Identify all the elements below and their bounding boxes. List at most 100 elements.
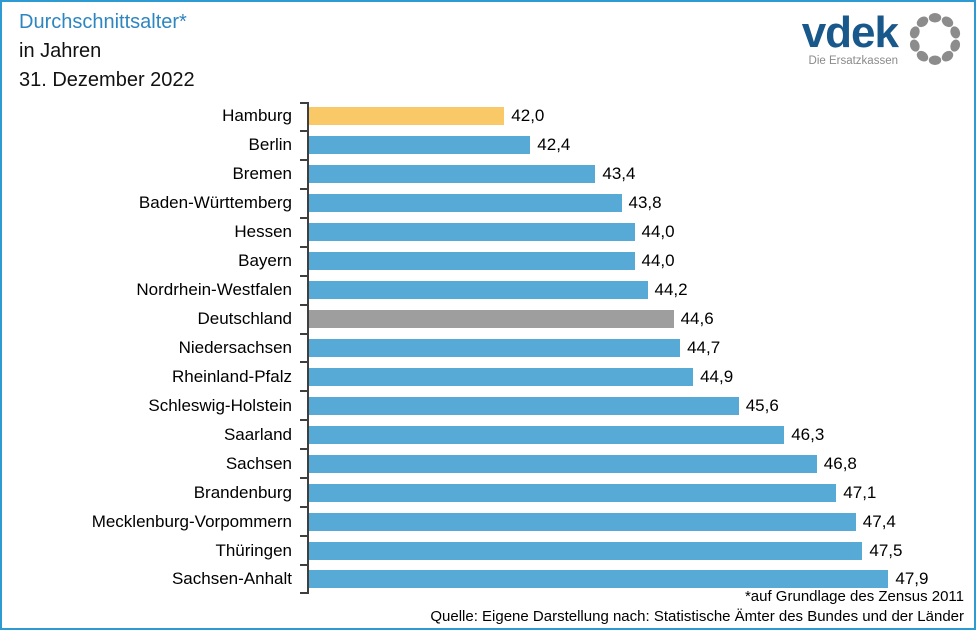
axis-tick <box>300 448 307 451</box>
axis-tick <box>300 216 307 219</box>
ring-dot <box>950 26 961 39</box>
category-axis-line <box>307 102 309 594</box>
footnote: *auf Grundlage des Zensus 2011 <box>744 588 964 605</box>
axis-tick <box>300 477 307 480</box>
bar <box>309 483 837 502</box>
bar-row: Mecklenburg-Vorpommern 47,4 <box>2 507 974 536</box>
bar-row: Nordrhein-Westfalen 44,2 <box>2 276 974 305</box>
ring-dot <box>916 16 929 28</box>
value-label: 43,8 <box>628 193 662 213</box>
bar <box>309 194 622 213</box>
bar-row: Thüringen 47,5 <box>2 536 974 565</box>
value-label: 47,1 <box>843 482 877 502</box>
bar-row: Schleswig-Holstein 45,6 <box>2 391 974 420</box>
source-note: Quelle: Eigene Darstellung nach: Statist… <box>430 607 964 625</box>
bar-row: Sachsen 46,8 <box>2 449 974 478</box>
vdek-ring-icon <box>909 12 961 66</box>
bar <box>309 252 635 271</box>
title-block: Durchschnittsalter* in Jahren 31. Dezemb… <box>19 8 195 95</box>
bar-zone: 44,2 <box>309 280 974 300</box>
bar-row: Deutschland 44,6 <box>2 305 974 334</box>
ring-dot <box>916 50 929 62</box>
axis-tick <box>300 158 307 161</box>
bar-zone: 46,3 <box>309 425 974 445</box>
bar-zone: 44,6 <box>309 309 974 329</box>
ring-dot <box>950 39 961 52</box>
bar-zone: 43,8 <box>309 193 974 213</box>
bar-zone: 44,0 <box>309 251 974 271</box>
category-label: Mecklenburg-Vorpommern <box>91 511 292 531</box>
bar-zone: 44,9 <box>309 367 974 387</box>
chart-rows: Hamburg 42,0 Berlin 42,4 Bremen 43,4 Baden-Wür… <box>2 102 974 594</box>
ring-dot <box>928 12 942 23</box>
bar <box>309 281 648 300</box>
bar-row: Saarland 46,3 <box>2 420 974 449</box>
category-label: Deutschland <box>197 309 292 329</box>
ring-dot <box>941 50 954 62</box>
axis-tick <box>300 564 307 567</box>
bar-row: Hamburg 42,0 <box>2 102 974 131</box>
axis-tick <box>300 245 307 248</box>
bar <box>309 310 674 329</box>
bar <box>309 165 596 184</box>
category-label: Sachsen-Anhalt <box>171 569 292 589</box>
bar <box>309 367 694 386</box>
axis-tick <box>300 361 307 364</box>
category-label: Schleswig-Holstein <box>148 395 292 415</box>
bar <box>309 338 681 357</box>
axis-tick <box>300 129 307 132</box>
axis-tick <box>300 332 307 335</box>
axis-tick <box>300 102 307 104</box>
bar-zone: 44,0 <box>309 222 974 242</box>
ring-dot <box>941 16 954 28</box>
bar-zone: 47,4 <box>309 512 974 532</box>
vdek-tagline: Die Ersatzkassen <box>808 55 898 67</box>
chart-subtitle-date: 31. Dezember 2022 <box>19 69 195 91</box>
chart-title: Durchschnittsalter* <box>19 11 187 33</box>
bar-row: Rheinland-Pfalz 44,9 <box>2 362 974 391</box>
value-label: 44,9 <box>700 366 734 386</box>
value-label: 47,9 <box>895 569 929 589</box>
axis-tick <box>300 390 307 393</box>
bar-row: Baden-Württemberg 43,8 <box>2 189 974 218</box>
category-label: Berlin <box>248 135 292 155</box>
axis-tick <box>300 506 307 509</box>
category-label: Niedersachsen <box>178 337 292 357</box>
bar-zone: 44,7 <box>309 338 974 358</box>
bar-zone: 42,0 <box>309 106 974 126</box>
axis-tick <box>300 303 307 306</box>
value-label: 43,4 <box>602 164 636 184</box>
category-label: Thüringen <box>215 540 292 560</box>
value-label: 44,2 <box>654 280 688 300</box>
bar <box>309 425 785 444</box>
value-label: 44,0 <box>641 222 675 242</box>
bar-chart: Hamburg 42,0 Berlin 42,4 Bremen 43,4 Baden-Wür… <box>2 102 974 594</box>
chart-subtitle-units: in Jahren <box>19 40 102 62</box>
category-label: Sachsen <box>225 453 292 473</box>
bar <box>309 541 863 560</box>
category-label: Hamburg <box>222 106 292 126</box>
ring-dot <box>928 55 942 66</box>
bar-row: Sachsen-Anhalt 47,9 <box>2 565 974 594</box>
bar-row: Bayern 44,0 <box>2 247 974 276</box>
category-label: Baden-Württemberg <box>138 193 292 213</box>
axis-tick <box>300 535 307 538</box>
bar <box>309 570 889 589</box>
bar <box>309 396 739 415</box>
bar <box>309 107 505 126</box>
axis-tick <box>300 419 307 422</box>
bar <box>309 454 817 473</box>
category-label: Rheinland-Pfalz <box>171 366 292 386</box>
value-label: 42,4 <box>537 135 571 155</box>
bar <box>309 512 856 531</box>
category-label: Bayern <box>238 251 292 271</box>
bar <box>309 136 531 155</box>
vdek-logo: vdek Die Ersatzkassen <box>802 10 964 68</box>
bar-row: Brandenburg 47,1 <box>2 478 974 507</box>
bar-row: Niedersachsen 44,7 <box>2 334 974 363</box>
bar-zone: 45,6 <box>309 396 974 416</box>
value-label: 44,7 <box>687 337 721 357</box>
bar-row: Berlin 42,4 <box>2 131 974 160</box>
value-label: 47,4 <box>862 511 896 531</box>
